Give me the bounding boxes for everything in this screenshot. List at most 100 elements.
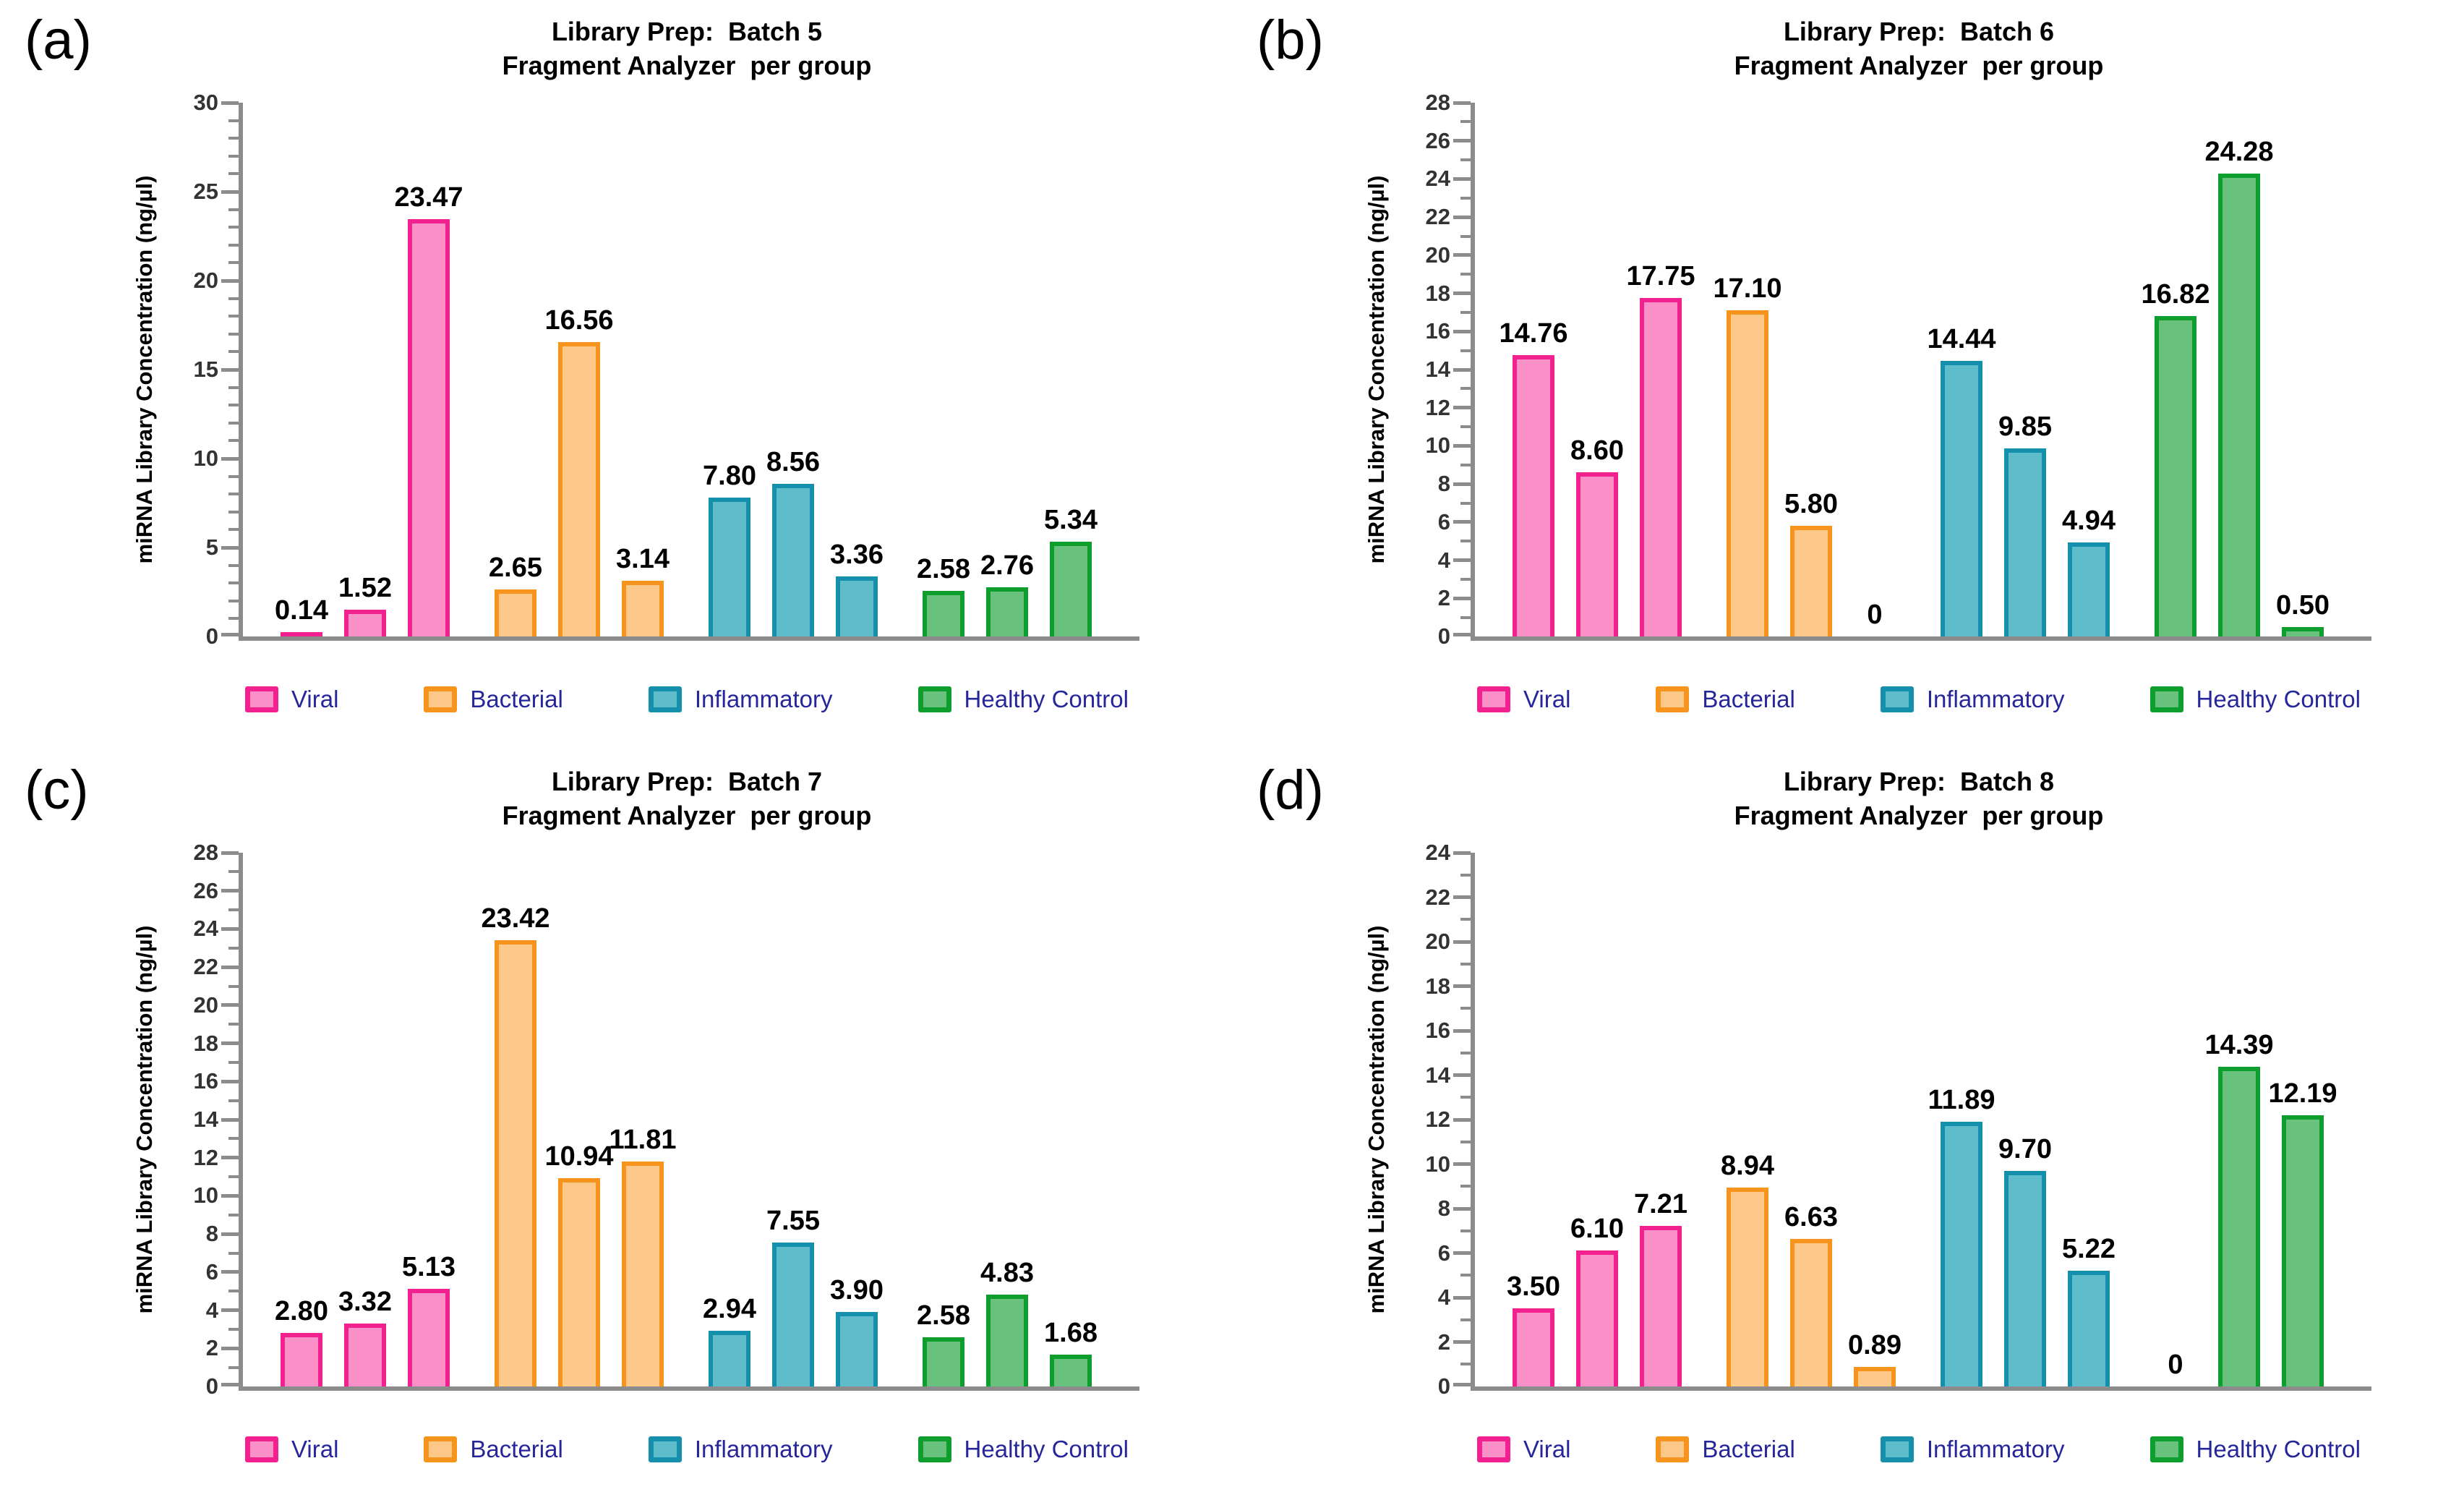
bar-value-label: 8.94 [1721,1151,1774,1182]
y-axis-major-tick [1453,1295,1471,1300]
bar-inflammatory-1 [1941,1122,1982,1386]
y-axis-major-tick [221,1308,239,1313]
y-axis-minor-tick [1460,234,1471,238]
bar-value-label: 0 [2168,1350,2183,1380]
bar-bacterial-2 [558,341,600,636]
legend-item-viral: Viral [245,686,338,713]
y-axis-major-tick [221,926,239,931]
legend-label: Inflammatory [694,686,833,712]
y-axis-label: miRNA Library Concentration (ng/µl) [1364,175,1389,564]
bar-slot-inflammatory-1: 14.44 [1927,324,1996,636]
chart-subtitle: Fragment Analyzer per group [502,51,872,80]
y-axis-tick-label: 24 [1425,840,1450,865]
y-axis-minor-tick [1460,120,1471,124]
legend-label: Inflammatory [694,1436,833,1462]
y-axis-tick-label: 24 [1425,166,1450,192]
panel-a: (a) Library Prep: Batch 5 Fragment Analy… [0,0,1232,750]
y-axis-major-tick [221,1003,239,1007]
bar-slot-bacterial-2: 10.94 [544,1141,614,1386]
y-axis-major-tick [221,889,239,893]
y-axis-tick-label: 20 [193,268,218,293]
y-axis-tick-label: 6 [1437,508,1450,534]
y-axis-minor-tick [228,332,239,336]
bar-slot-viral-2: 1.52 [338,573,392,636]
bar-value-label: 6.10 [1570,1214,1624,1245]
bar-value-label: 11.89 [1928,1085,1995,1116]
chart-title: Library Prep: Batch 6 [1783,17,2055,46]
y-axis-tick-label: 12 [1425,1107,1450,1132]
bar-inflammatory-3 [2068,542,2110,636]
bar-value-label: 14.76 [1499,318,1568,349]
bar-value-label: 7.21 [1634,1189,1687,1220]
bar-slot-inflammatory-2: 8.56 [766,447,820,636]
bar-slot-viral-3: 23.47 [394,182,463,636]
bar-slot-bacterial-3: 3.14 [616,544,670,636]
y-axis-minor-tick [1460,1007,1471,1010]
legend-item-viral: Viral [1477,686,1570,713]
y-axis-tick-label: 12 [1425,394,1450,420]
bar-slot-viral-1: 0.14 [275,595,328,636]
y-axis-tick-label: 14 [1425,357,1450,382]
legend-label: Healthy Control [964,1436,1129,1462]
bar-value-label: 16.56 [544,304,614,336]
y-axis-minor-tick [228,172,239,176]
group-viral: 2.80 3.32 5.13 [275,853,455,1386]
y-axis-minor-tick [1460,615,1471,619]
bar-value-label: 17.75 [1626,261,1695,292]
panel-title: Library Prep: Batch 8 Fragment Analyzer … [1471,764,2367,832]
bar-viral-1 [1513,354,1554,636]
bar-healthy-control-2 [2218,1066,2260,1386]
y-axis-major-tick [221,367,239,372]
legend-item-viral: Viral [245,1436,338,1463]
y-axis-major-tick [1453,101,1471,105]
chart-title: Library Prep: Batch 8 [1783,767,2055,796]
bar-slot-bacterial-3: 11.81 [609,1125,677,1386]
y-axis-major-tick [1453,520,1471,524]
y-axis-minor-tick [1460,873,1471,877]
y-axis-major-tick [221,1193,239,1198]
y-axis-minor-tick [228,908,239,912]
y-axis-major-tick [1453,1162,1471,1166]
y-axis-major-tick [1453,596,1471,600]
y-axis-tick-label: 26 [1425,127,1450,153]
y-axis-major-tick [1453,367,1471,372]
bar-value-label: 9.85 [1998,412,2052,443]
group-viral: 0.14 1.52 23.47 [275,103,463,636]
bar-value-label: 8.60 [1570,435,1624,466]
bar-slot-viral-2: 6.10 [1570,1214,1624,1386]
group-inflammatory: 14.44 9.85 4.94 [1927,103,2116,636]
y-axis-minor-tick [1460,1185,1471,1188]
bar-value-label: 14.44 [1927,324,1996,355]
y-axis-minor-tick [228,510,239,514]
bar-healthy-control-3 [2282,626,2324,636]
bar-slot-bacterial-2: 6.63 [1784,1202,1838,1386]
bar-viral-1 [281,632,322,636]
bar-healthy-control-3 [2282,1115,2324,1386]
y-axis-minor-tick [228,1251,239,1255]
bar-value-label: 6.63 [1784,1202,1838,1233]
bar-value-label: 17.10 [1713,273,1782,304]
y-axis-minor-tick [1460,577,1471,581]
bar-bacterial-1 [495,939,536,1386]
y-axis-tick-label: 16 [1425,1018,1450,1043]
bar-viral-2 [344,609,386,636]
legend-swatch-viral [245,686,278,712]
y-axis-tick-label: 0 [1437,1373,1450,1399]
bar-viral-1 [1513,1308,1554,1386]
y-axis-minor-tick [228,474,239,478]
bar-value-label: 3.50 [1507,1271,1560,1303]
y-axis-tick-label: 18 [1425,973,1450,999]
y-axis-tick-label: 6 [1437,1240,1450,1266]
bar-viral-1 [281,1333,322,1386]
bar-slot-healthy-control-1: 0 [2155,1350,2196,1386]
y-axis-major-tick [221,1270,239,1274]
legend-item-inflammatory: Inflammatory [1880,1436,2065,1463]
y-axis-minor-tick [228,563,239,567]
bar-value-label: 23.47 [394,182,463,213]
bar-value-label: 1.68 [1044,1317,1098,1348]
y-axis-minor-tick [1460,1229,1471,1232]
y-axis-minor-tick [1460,273,1471,276]
bar-value-label: 7.80 [703,461,756,492]
